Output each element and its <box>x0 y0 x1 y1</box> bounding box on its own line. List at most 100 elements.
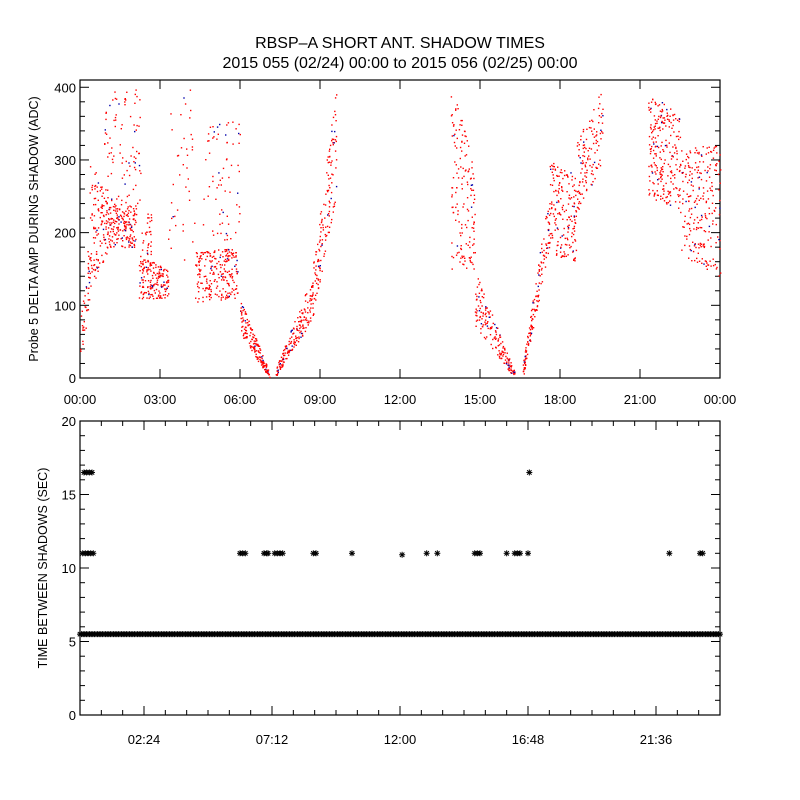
amplitude-point <box>220 266 222 269</box>
amplitude-point <box>553 166 555 168</box>
amplitude-point <box>126 169 128 172</box>
amplitude-point <box>125 99 127 101</box>
amplitude-point <box>120 238 122 240</box>
amplitude-point <box>553 215 555 218</box>
amplitude-point <box>602 132 604 134</box>
amplitude-point <box>291 329 293 331</box>
amplitude-point <box>531 328 534 330</box>
amplitude-point <box>659 173 661 175</box>
amplitude-point <box>658 127 661 129</box>
amplitude-point <box>573 259 575 261</box>
amplitude-point <box>122 219 124 221</box>
amplitude-point <box>150 263 152 266</box>
amplitude-point <box>709 260 711 262</box>
amplitude-point <box>680 211 682 214</box>
amplitude-point <box>558 201 560 203</box>
amplitude-point <box>676 150 678 152</box>
amplitude-point <box>662 185 665 187</box>
amplitude-point <box>116 210 119 212</box>
amplitude-point <box>457 108 459 110</box>
amplitude-point <box>134 162 136 164</box>
amplitude-point <box>125 238 128 241</box>
amplitude-point <box>312 307 314 309</box>
amplitude-point <box>702 161 705 163</box>
amplitude-point <box>116 214 118 216</box>
amplitude-point <box>463 142 466 144</box>
amplitude-point <box>103 239 106 241</box>
amplitude-point <box>297 341 300 343</box>
amplitude-point <box>267 371 269 373</box>
amplitude-point <box>140 255 142 258</box>
amplitude-point <box>91 271 93 273</box>
amplitude-point <box>199 269 201 272</box>
amplitude-point <box>552 174 554 176</box>
amplitude-point <box>718 275 720 277</box>
amplitude-point <box>455 164 457 166</box>
amplitude-point <box>564 253 566 255</box>
amplitude-point <box>471 261 473 264</box>
amplitude-point <box>95 258 98 261</box>
amplitude-point <box>310 307 312 309</box>
amplitude-point <box>541 273 543 275</box>
amplitude-point <box>142 293 145 295</box>
amplitude-point <box>527 343 530 345</box>
amplitude-point <box>123 213 126 215</box>
amplitude-point <box>231 277 233 279</box>
amplitude-point <box>136 95 138 98</box>
amplitude-point <box>145 292 147 294</box>
amplitude-point <box>572 233 575 236</box>
amplitude-point <box>679 166 681 168</box>
amplitude-point <box>500 357 502 360</box>
amplitude-point <box>253 336 255 339</box>
amplitude-point <box>462 206 464 208</box>
amplitude-point <box>182 230 184 232</box>
amplitude-point <box>260 361 262 364</box>
amplitude-point <box>147 273 149 275</box>
amplitude-point <box>551 207 553 209</box>
amplitude-point <box>509 364 511 366</box>
amplitude-point <box>300 336 302 338</box>
amplitude-point <box>314 294 317 296</box>
amplitude-point <box>568 197 570 199</box>
amplitude-point <box>693 228 695 230</box>
amplitude-point <box>109 231 112 233</box>
amplitude-point <box>291 336 293 338</box>
amplitude-point <box>150 287 152 289</box>
top-y-tick-label: 400 <box>54 80 76 95</box>
amplitude-point <box>524 355 526 358</box>
amplitude-point <box>90 285 92 287</box>
amplitude-point <box>144 280 147 282</box>
amplitude-point <box>151 285 154 288</box>
amplitude-point <box>236 285 238 287</box>
amplitude-point <box>708 225 711 228</box>
amplitude-point <box>648 135 651 138</box>
amplitude-point <box>101 220 104 222</box>
amplitude-point <box>564 243 567 246</box>
amplitude-point <box>143 292 146 294</box>
amplitude-point <box>220 232 222 235</box>
amplitude-point <box>309 295 311 297</box>
amplitude-point <box>118 223 120 225</box>
amplitude-point <box>714 146 716 148</box>
amplitude-point <box>473 243 475 245</box>
amplitude-point <box>143 266 146 269</box>
amplitude-point <box>126 214 129 216</box>
amplitude-point <box>121 177 124 179</box>
amplitude-point <box>715 164 717 167</box>
amplitude-point <box>663 122 666 124</box>
amplitude-point <box>263 366 265 368</box>
amplitude-point <box>159 276 161 278</box>
amplitude-point <box>227 296 229 298</box>
amplitude-point <box>534 316 536 318</box>
amplitude-point <box>573 258 575 260</box>
amplitude-point <box>573 202 575 204</box>
amplitude-point <box>578 184 580 187</box>
amplitude-point <box>228 270 230 272</box>
amplitude-point <box>121 162 123 164</box>
amplitude-point <box>205 280 208 282</box>
amplitude-point <box>300 326 302 328</box>
amplitude-point <box>527 336 529 339</box>
amplitude-point <box>706 171 708 174</box>
amplitude-point <box>255 342 257 345</box>
amplitude-point <box>585 180 587 182</box>
